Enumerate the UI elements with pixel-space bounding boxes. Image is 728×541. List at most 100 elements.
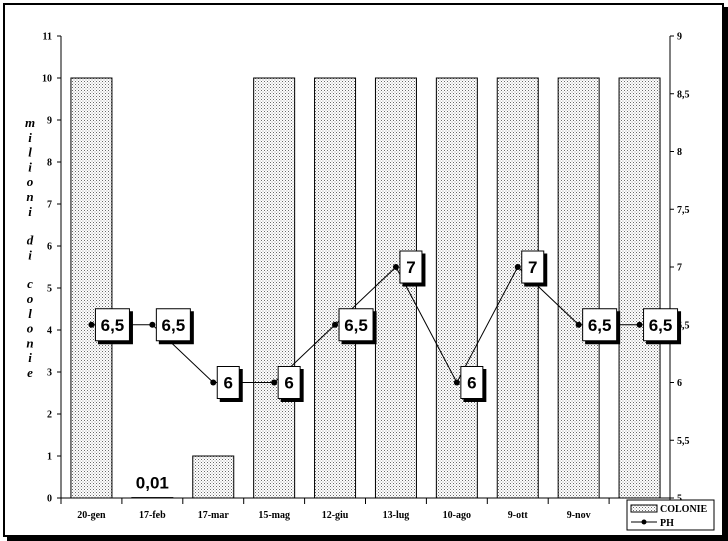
ph-data-label: 6 (460, 366, 484, 399)
ph-point (392, 264, 399, 270)
y-axis-title-char: o (27, 174, 34, 189)
y2-tick-label: 7,5 (677, 205, 690, 216)
ph-data-label-text: 7 (528, 258, 537, 277)
y-axis-title-char: o (27, 321, 34, 336)
x-tick-label: 13-lug (383, 510, 410, 521)
y-axis-title-char: n (26, 189, 33, 204)
y-axis-title-char: l (28, 306, 32, 321)
ph-data-label: 6,5 (155, 308, 191, 342)
y-axis-title-char: d (27, 233, 34, 248)
y-axis-title-char: i (28, 204, 32, 219)
bar-value-label: 0,01 (136, 474, 169, 493)
bar-colonie (618, 77, 661, 499)
y-axis-title-char: l (28, 145, 32, 160)
ph-point (88, 321, 95, 328)
x-tick-label: 9-nov (567, 510, 591, 521)
ph-point (271, 379, 278, 386)
bar-colonie (253, 77, 296, 499)
y2-tick-label: 6,5 (677, 320, 690, 331)
ph-data-label: 6,5 (94, 308, 130, 342)
ph-data-label: 6 (216, 366, 240, 399)
ph-point (636, 321, 643, 328)
y-tick-label: 3 (47, 368, 52, 379)
ph-data-label-box (521, 250, 545, 284)
ph-data-label-text: 6 (224, 374, 233, 393)
y-axis-title-char: n (26, 335, 33, 350)
ph-data-label-text: 7 (406, 258, 415, 277)
legend-marker-ph (641, 519, 647, 525)
ph-data-label-text: 6 (284, 374, 293, 393)
y2-tick-label: 7 (677, 263, 682, 274)
y-axis-title-char: i (28, 247, 32, 262)
ph-point (453, 379, 460, 386)
x-tick-label: 17-mar (198, 510, 230, 521)
ph-data-label-box (338, 308, 374, 342)
ph-data-label-box (94, 308, 130, 342)
y-axis-title-char: e (27, 365, 33, 380)
ph-series-line (91, 266, 640, 384)
ph-data-label-text: 6,5 (588, 316, 612, 335)
ph-data-label-box (643, 308, 679, 342)
legend-swatch-colonie (630, 504, 658, 513)
y-axis-title-char: i (28, 350, 32, 365)
y2-tick-label: 9 (677, 32, 682, 43)
y2-tick-label: 5,5 (677, 436, 690, 447)
x-tick-label: 12-giu (322, 510, 349, 521)
ph-data-label-box (399, 250, 423, 284)
ph-data-label-box (460, 366, 484, 399)
ph-data-label-text: 6,5 (649, 316, 673, 335)
y-tick-label: 2 (47, 410, 52, 421)
y2-tick-label: 8,5 (677, 89, 690, 100)
bar-colonie (496, 77, 539, 499)
ph-point (332, 321, 339, 328)
x-tick-label: 20-gen (77, 510, 106, 521)
ph-point (514, 264, 521, 270)
legend: COLONIE PH (626, 499, 715, 531)
y-tick-label: 11 (43, 32, 52, 43)
ph-data-label-box (155, 308, 191, 342)
y2-tick-label: 5 (677, 494, 682, 505)
ph-data-label-text: 6,5 (344, 316, 368, 335)
bar-colonie (314, 77, 357, 499)
ph-data-label-box (582, 308, 618, 342)
ph-data-label: 7 (399, 250, 423, 284)
y2-tick-label: 8 (677, 147, 682, 158)
y-axis-title-char: i (28, 159, 32, 174)
y-axis-title-char: c (27, 276, 33, 291)
x-tick-label: 10-ago (443, 510, 471, 521)
ph-data-label: 6 (277, 366, 301, 399)
ph-point (149, 321, 156, 328)
ph-data-label: 6,5 (582, 308, 618, 342)
y-tick-label: 5 (47, 284, 52, 295)
y-tick-label: 1 (47, 452, 52, 463)
legend-label-colonie: COLONIE (660, 504, 708, 515)
legend-label-ph: PH (660, 518, 674, 529)
chart-frame (3, 3, 724, 537)
ph-data-label-box (277, 366, 301, 399)
x-tick-label: 9-ott (508, 510, 529, 521)
y2-tick-label: 6 (677, 378, 682, 389)
x-tick-label: 15-mag (258, 510, 290, 521)
y-tick-label: 0 (47, 494, 52, 505)
y-tick-label: 6 (47, 242, 52, 253)
bar-colonie (435, 77, 478, 499)
ph-data-label: 6,5 (338, 308, 374, 342)
ph-data-label-text: 6,5 (162, 316, 186, 335)
y-tick-label: 4 (47, 326, 52, 337)
ph-data-label: 7 (521, 250, 545, 284)
y-axis-title-char: o (27, 291, 34, 306)
y-axis-title-char: i (28, 130, 32, 145)
y-tick-label: 9 (47, 116, 52, 127)
x-tick-label: 17-feb (139, 510, 166, 521)
bar-colonie (557, 77, 600, 499)
ph-point (210, 379, 217, 386)
ph-data-label: 6,5 (643, 308, 679, 342)
ph-data-label-text: 6 (467, 374, 476, 393)
ph-data-label-text: 6,5 (101, 316, 125, 335)
bar-colonie (192, 455, 235, 499)
y-tick-label: 8 (47, 158, 52, 169)
y-tick-label: 10 (42, 74, 52, 85)
ph-data-label-box (216, 366, 240, 399)
